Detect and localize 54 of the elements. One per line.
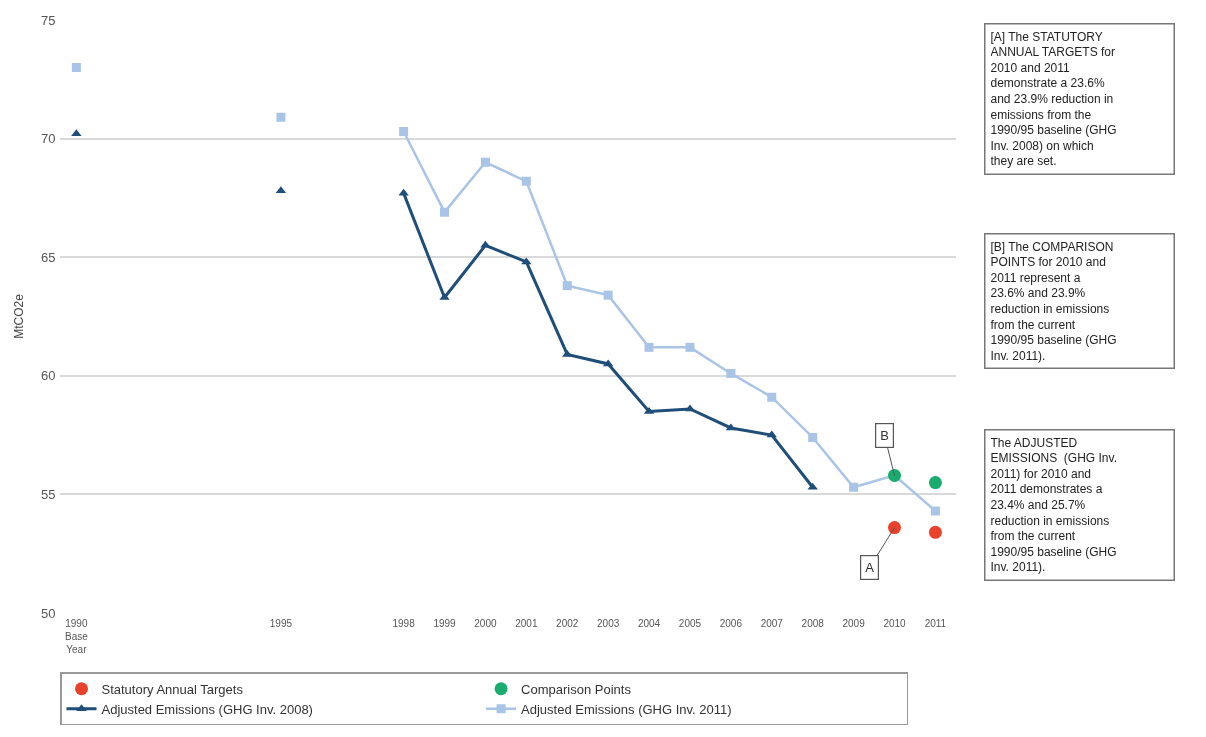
x-tick-label: 2011 [924, 618, 947, 629]
point [685, 342, 695, 352]
point [644, 342, 654, 352]
point [521, 176, 531, 186]
x-tick-label: 2003 [597, 618, 620, 629]
point [71, 129, 82, 137]
point [928, 525, 942, 539]
x-tick-label: 2005 [678, 618, 702, 629]
legend-label: Statutory Annual Targets [101, 681, 244, 697]
point [562, 281, 572, 291]
annotation: B [880, 428, 889, 444]
point [440, 207, 450, 217]
point [930, 506, 940, 516]
x-tick-label: 1995 [269, 618, 293, 629]
x-tick-label: 1998 [392, 618, 416, 629]
x-tick-label: 2008 [801, 618, 825, 629]
x-tick-label: 2000 [474, 618, 497, 629]
x-tick-label: 2006 [719, 618, 743, 629]
x-tick-label: 1999 [433, 618, 457, 629]
point [603, 290, 613, 300]
text: [A] The STATUTORY ANNUAL TARGETS for 2010 and 2011 demonstrate a 23.6% and 23.9% reduction in emissions from the 1990/95 baseline (GHG Inv. 2008) on which they are set. [990, 29, 1117, 169]
point [71, 62, 81, 72]
y-axis-title: MtCO2e [11, 293, 26, 339]
point [888, 521, 901, 535]
y-tick-label: 75 [40, 12, 56, 28]
legend-label: Adjusted Emissions (GHG Inv. 2008) [101, 701, 313, 717]
point [521, 257, 532, 265]
x-tick-label: 2001 [515, 618, 538, 629]
legend-label: Comparison Points [521, 681, 632, 697]
point [399, 126, 409, 136]
point [480, 157, 490, 167]
annotation: A [865, 560, 875, 576]
text: [B] The COMPARISON POINTS for 2010 and 2011 represent a 23.6% and 23.9% reduction in emissions from the current 1990/95 baseline (GHG Inv. 2011). [990, 239, 1117, 363]
x-tick-label: 2007 [760, 618, 784, 629]
point [480, 240, 491, 248]
y-tick-label: 50 [40, 605, 56, 621]
point [276, 112, 286, 122]
x-tick-label: 1990 Base Year [64, 618, 89, 655]
y-tick-label: 55 [40, 486, 56, 502]
point [808, 432, 818, 442]
x-tick-label: 2010 [883, 618, 907, 629]
x-tick-label: 2009 [842, 618, 866, 629]
x-tick-label: 2004 [637, 618, 661, 629]
y-tick-label: 60 [40, 368, 56, 384]
text: The ADJUSTED EMISSIONS (GHG Inv. 2011) for 2010 and 2011 demonstrates a 23.4% and 25.7% reduction in emissions from the current 1990/95 baseline (GHG Inv. 2011). [990, 435, 1117, 575]
point [726, 368, 736, 378]
point [807, 482, 818, 490]
y-tick-label: 65 [40, 249, 56, 265]
y-tick-label: 70 [40, 131, 56, 147]
point [767, 392, 777, 402]
point [928, 476, 942, 490]
legend-label: Adjusted Emissions (GHG Inv. 2011) [521, 701, 732, 717]
point [849, 482, 859, 492]
x-tick-label: 2002 [556, 618, 579, 629]
